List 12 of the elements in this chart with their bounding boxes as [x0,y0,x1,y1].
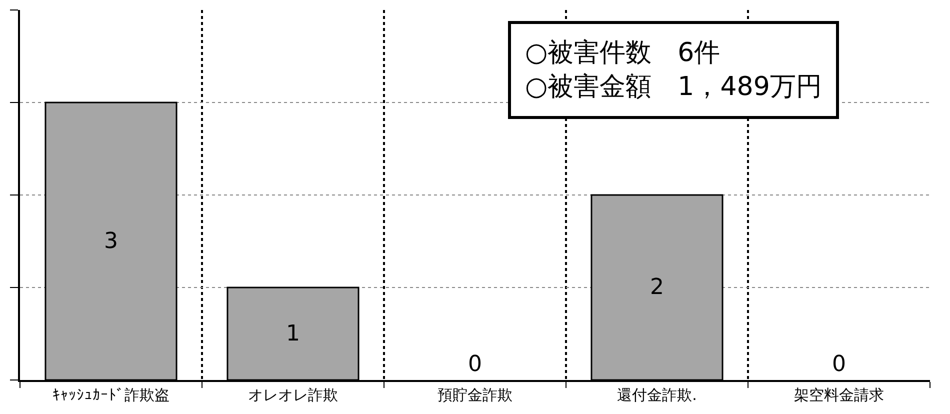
data-label: 0 [832,352,846,377]
data-label: 0 [468,352,482,377]
x-tick-label: 還付金詐欺. [617,386,697,404]
data-label: 3 [104,228,118,254]
data-label: 2 [650,275,664,300]
annotation: ○被害金額 1，489万円 [525,72,822,102]
x-tick-label: ｷｬｯｼｭｶｰﾄﾞ詐欺盗 [52,386,170,404]
x-tick-label: 預貯金詐欺 [438,386,512,404]
data-label: 1 [286,321,300,346]
annotation: ○被害件数 6件 [525,38,720,68]
x-tick-label: 架空料金請求 [794,386,884,404]
x-tick-label: オレオレ詐欺 [248,386,338,404]
